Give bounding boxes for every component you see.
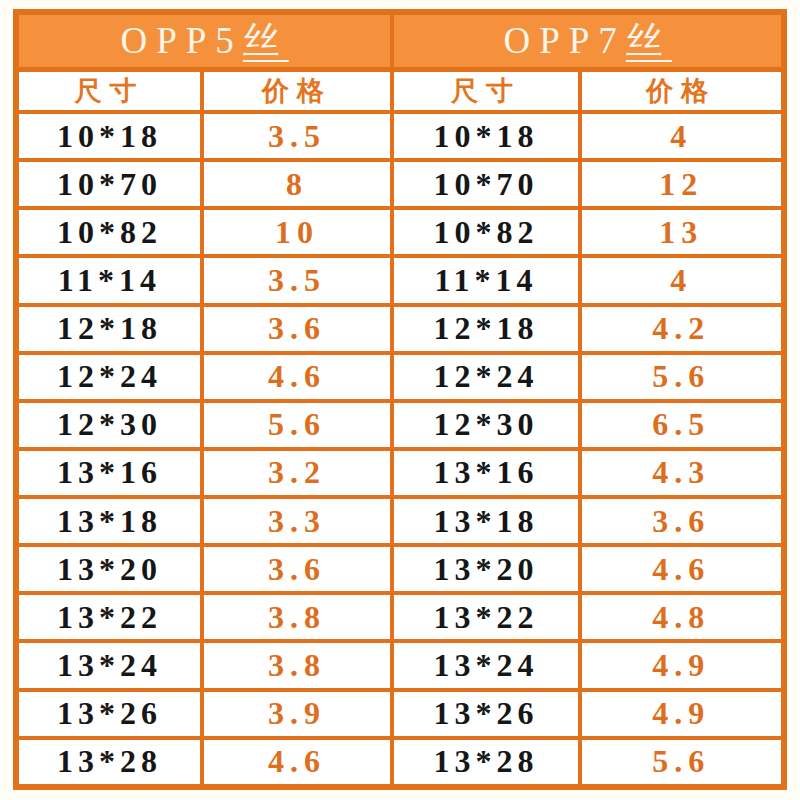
price-cell: 4.3 — [580, 449, 784, 497]
table-row: 12*244.612*245.6 — [16, 353, 784, 401]
size-cell: 10*82 — [392, 208, 579, 256]
table-row: 13*163.213*164.3 — [16, 449, 784, 497]
table-row: 12*183.612*184.2 — [16, 305, 784, 353]
price-cell: 3.8 — [202, 641, 392, 689]
price-cell: 4.9 — [580, 641, 784, 689]
size-cell: 12*24 — [16, 353, 202, 401]
table-row: 10*70810*7012 — [16, 160, 784, 208]
column-header-price: 价格 — [202, 70, 392, 113]
size-cell: 10*82 — [16, 208, 202, 256]
price-cell: 8 — [202, 160, 392, 208]
size-cell: 11*14 — [16, 256, 202, 304]
price-cell: 5.6 — [580, 353, 784, 401]
table-title-opp7: OPP7丝 — [392, 12, 784, 70]
size-cell: 12*18 — [392, 305, 579, 353]
table-row: 13*263.913*264.9 — [16, 690, 784, 738]
price-cell: 3.2 — [202, 449, 392, 497]
size-cell: 13*16 — [392, 449, 579, 497]
table-row: 11*143.511*144 — [16, 256, 784, 304]
price-cell: 4 — [580, 112, 784, 160]
size-cell: 12*18 — [16, 305, 202, 353]
price-table: OPP5丝 OPP7丝 尺寸 价格 尺寸 价格 10*183.510*18410… — [13, 9, 787, 790]
size-cell: 10*18 — [16, 112, 202, 160]
table-title-unit: 丝 — [626, 20, 672, 61]
price-cell: 12 — [580, 160, 784, 208]
size-cell: 13*28 — [16, 738, 202, 787]
table-row: 13*223.813*224.8 — [16, 593, 784, 641]
size-cell: 13*16 — [16, 449, 202, 497]
price-cell: 3.8 — [202, 593, 392, 641]
price-cell: 4.2 — [580, 305, 784, 353]
table-row: 13*203.613*204.6 — [16, 545, 784, 593]
size-cell: 10*70 — [16, 160, 202, 208]
price-cell: 4.6 — [580, 545, 784, 593]
price-cell: 4.9 — [580, 690, 784, 738]
size-cell: 12*24 — [392, 353, 579, 401]
size-cell: 13*20 — [16, 545, 202, 593]
column-header-size: 尺寸 — [392, 70, 579, 113]
size-cell: 13*24 — [392, 641, 579, 689]
price-cell: 4.8 — [580, 593, 784, 641]
page: OPP5丝 OPP7丝 尺寸 价格 尺寸 价格 10*183.510*18410… — [0, 0, 800, 800]
price-cell: 4 — [580, 256, 784, 304]
size-cell: 11*14 — [392, 256, 579, 304]
column-header-price: 价格 — [580, 70, 784, 113]
size-cell: 10*18 — [392, 112, 579, 160]
price-cell: 13 — [580, 208, 784, 256]
column-header-size: 尺寸 — [16, 70, 202, 113]
size-cell: 13*26 — [16, 690, 202, 738]
table-row: 10*821010*8213 — [16, 208, 784, 256]
table-title-unit: 丝 — [243, 20, 289, 61]
size-cell: 13*18 — [392, 497, 579, 545]
table-title-text: OPP5 — [120, 20, 242, 61]
price-cell: 3.5 — [202, 256, 392, 304]
price-cell: 5.6 — [580, 738, 784, 787]
price-cell: 10 — [202, 208, 392, 256]
price-cell: 3.6 — [580, 497, 784, 545]
price-cell: 6.5 — [580, 401, 784, 449]
size-cell: 10*70 — [392, 160, 579, 208]
column-header-row: 尺寸 价格 尺寸 价格 — [16, 70, 784, 113]
price-cell: 3.6 — [202, 545, 392, 593]
price-cell: 3.9 — [202, 690, 392, 738]
table-title-text: OPP7 — [503, 20, 625, 61]
price-cell: 5.6 — [202, 401, 392, 449]
size-cell: 13*24 — [16, 641, 202, 689]
table-row: 13*183.313*183.6 — [16, 497, 784, 545]
size-cell: 12*30 — [16, 401, 202, 449]
price-cell: 4.6 — [202, 738, 392, 787]
table-title-row: OPP5丝 OPP7丝 — [16, 12, 784, 70]
table-row: 13*284.613*285.6 — [16, 738, 784, 787]
size-cell: 13*18 — [16, 497, 202, 545]
size-cell: 13*22 — [392, 593, 579, 641]
size-cell: 13*26 — [392, 690, 579, 738]
price-cell: 4.6 — [202, 353, 392, 401]
price-cell: 3.6 — [202, 305, 392, 353]
size-cell: 13*20 — [392, 545, 579, 593]
table-title-opp5: OPP5丝 — [16, 12, 392, 70]
table-body: 10*183.510*18410*70810*701210*821010*821… — [16, 112, 784, 787]
price-cell: 3.3 — [202, 497, 392, 545]
table-row: 10*183.510*184 — [16, 112, 784, 160]
table-row: 13*243.813*244.9 — [16, 641, 784, 689]
size-cell: 13*28 — [392, 738, 579, 787]
table-row: 12*305.612*306.5 — [16, 401, 784, 449]
size-cell: 12*30 — [392, 401, 579, 449]
price-cell: 3.5 — [202, 112, 392, 160]
size-cell: 13*22 — [16, 593, 202, 641]
